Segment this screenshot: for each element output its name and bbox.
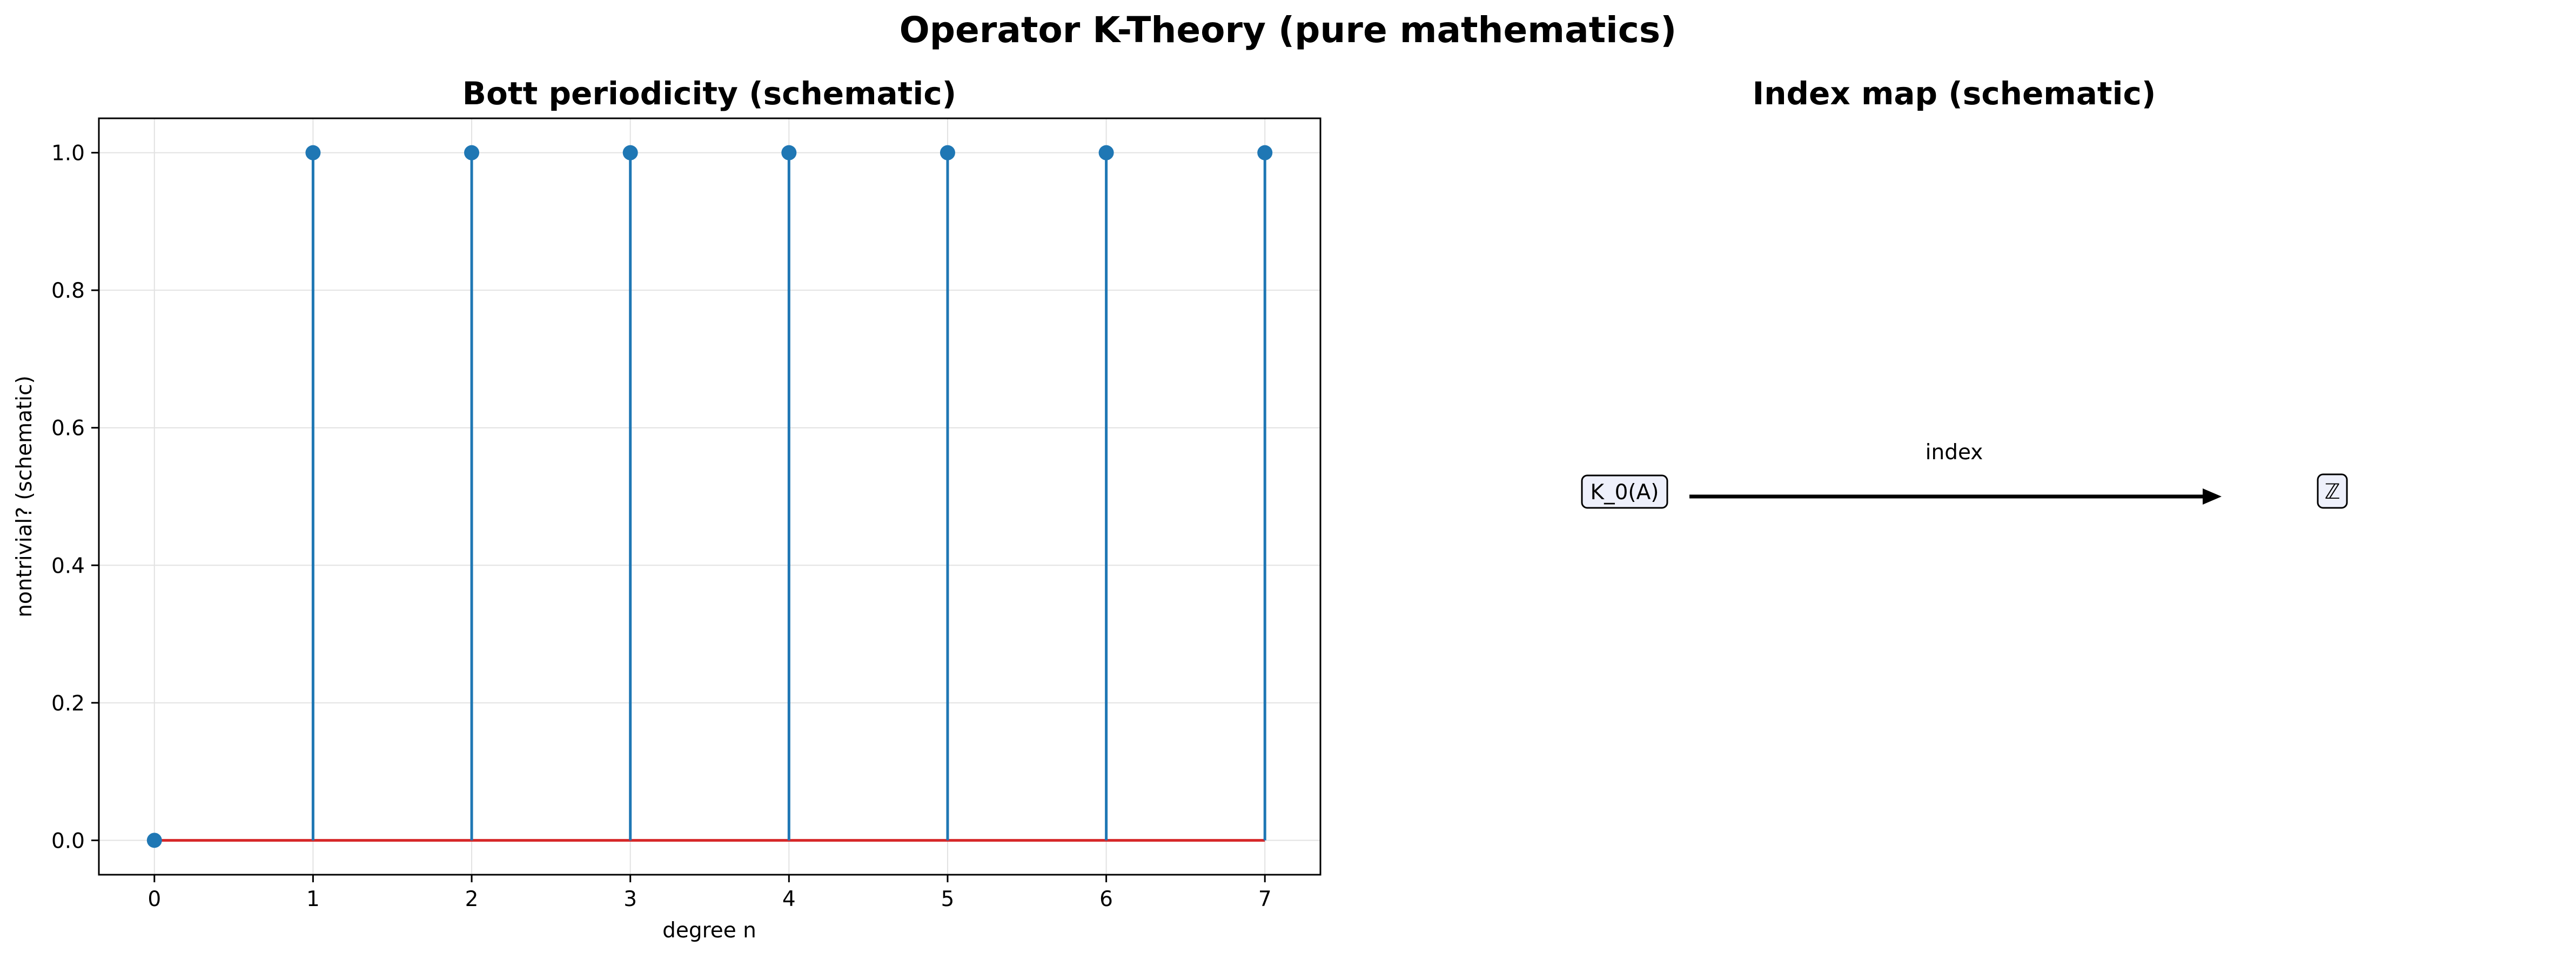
stem-chart-stems <box>311 152 1266 841</box>
stem-marker <box>305 145 321 160</box>
stem-marker <box>622 145 638 160</box>
x-tick-label: 0 <box>147 887 161 911</box>
index-map-diagram: Index map (schematic) K_0(A) index ℤ <box>1581 75 2348 509</box>
stem-chart-frame <box>98 117 1321 876</box>
y-tick-label: 0.6 <box>51 417 85 441</box>
stem-chart-markers <box>146 145 1273 848</box>
stem-chart-y-axis: 0.0 0.2 0.4 0.6 0.8 1.0 <box>51 142 99 853</box>
stem-chart-title: Bott periodicity (schematic) <box>462 75 956 112</box>
y-tick-label: 0.2 <box>51 692 85 716</box>
stem-marker <box>1257 145 1273 160</box>
stem-chart: Bott periodicity (schematic) 0 1 2 3 4 5 6 7 0.… <box>12 75 1321 943</box>
stem-chart-grid <box>99 118 1320 875</box>
x-tick-label: 6 <box>1099 887 1113 911</box>
index-arrow-label: index <box>1926 440 1983 465</box>
index-map-title: Index map (schematic) <box>1753 75 2156 112</box>
source-node: K_0(A) <box>1581 474 1668 509</box>
x-tick-label: 7 <box>1258 887 1272 911</box>
stem-chart-ylabel: nontrivial? (schematic) <box>12 375 37 618</box>
x-tick-label: 2 <box>465 887 479 911</box>
figure-suptitle: Operator K-Theory (pure mathematics) <box>900 9 1677 51</box>
stem-marker <box>146 833 162 848</box>
x-tick-label: 4 <box>782 887 796 911</box>
target-node: ℤ <box>2317 473 2348 509</box>
target-node-label: ℤ <box>2324 480 2340 504</box>
stem-chart-xlabel: degree n <box>662 918 756 943</box>
stem-marker <box>1098 145 1114 160</box>
y-tick-label: 0.8 <box>51 279 85 303</box>
y-tick-label: 0.0 <box>51 829 85 853</box>
y-tick-label: 1.0 <box>51 142 85 166</box>
target-node-box <box>2317 473 2348 509</box>
y-tick-label: 0.4 <box>51 554 85 578</box>
stem-marker <box>781 145 797 160</box>
index-arrow-head <box>2203 488 2222 505</box>
source-node-box <box>1581 474 1668 509</box>
stem-marker <box>464 145 480 160</box>
stem-chart-x-axis: 0 1 2 3 4 5 6 7 <box>147 875 1272 911</box>
x-tick-label: 5 <box>941 887 955 911</box>
x-tick-label: 1 <box>306 887 320 911</box>
x-tick-label: 3 <box>623 887 637 911</box>
source-node-label: K_0(A) <box>1591 480 1659 505</box>
stem-marker <box>940 145 955 160</box>
